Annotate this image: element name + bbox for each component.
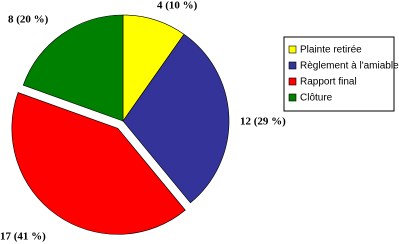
legend-box bbox=[283, 36, 395, 112]
legend-swatch bbox=[288, 45, 297, 54]
legend-swatch bbox=[288, 61, 297, 70]
value-label: 12 (29 %) bbox=[240, 116, 286, 128]
legend-swatch bbox=[288, 77, 297, 86]
pie-slice bbox=[22, 14, 124, 122]
legend-swatch bbox=[288, 93, 297, 102]
legend-label: Plainte retirée bbox=[300, 45, 362, 56]
pie-slice bbox=[11, 92, 186, 235]
legend-label: Règlement à l'amiable bbox=[300, 61, 399, 72]
legend-label: Clôture bbox=[300, 93, 333, 104]
legend-label: Rapport final bbox=[300, 77, 357, 88]
pie-slice bbox=[122, 33, 230, 204]
value-label: 4 (10 %) bbox=[157, 0, 198, 12]
value-label: 8 (20 %) bbox=[8, 14, 49, 26]
value-label: 17 (41 %) bbox=[0, 231, 46, 243]
